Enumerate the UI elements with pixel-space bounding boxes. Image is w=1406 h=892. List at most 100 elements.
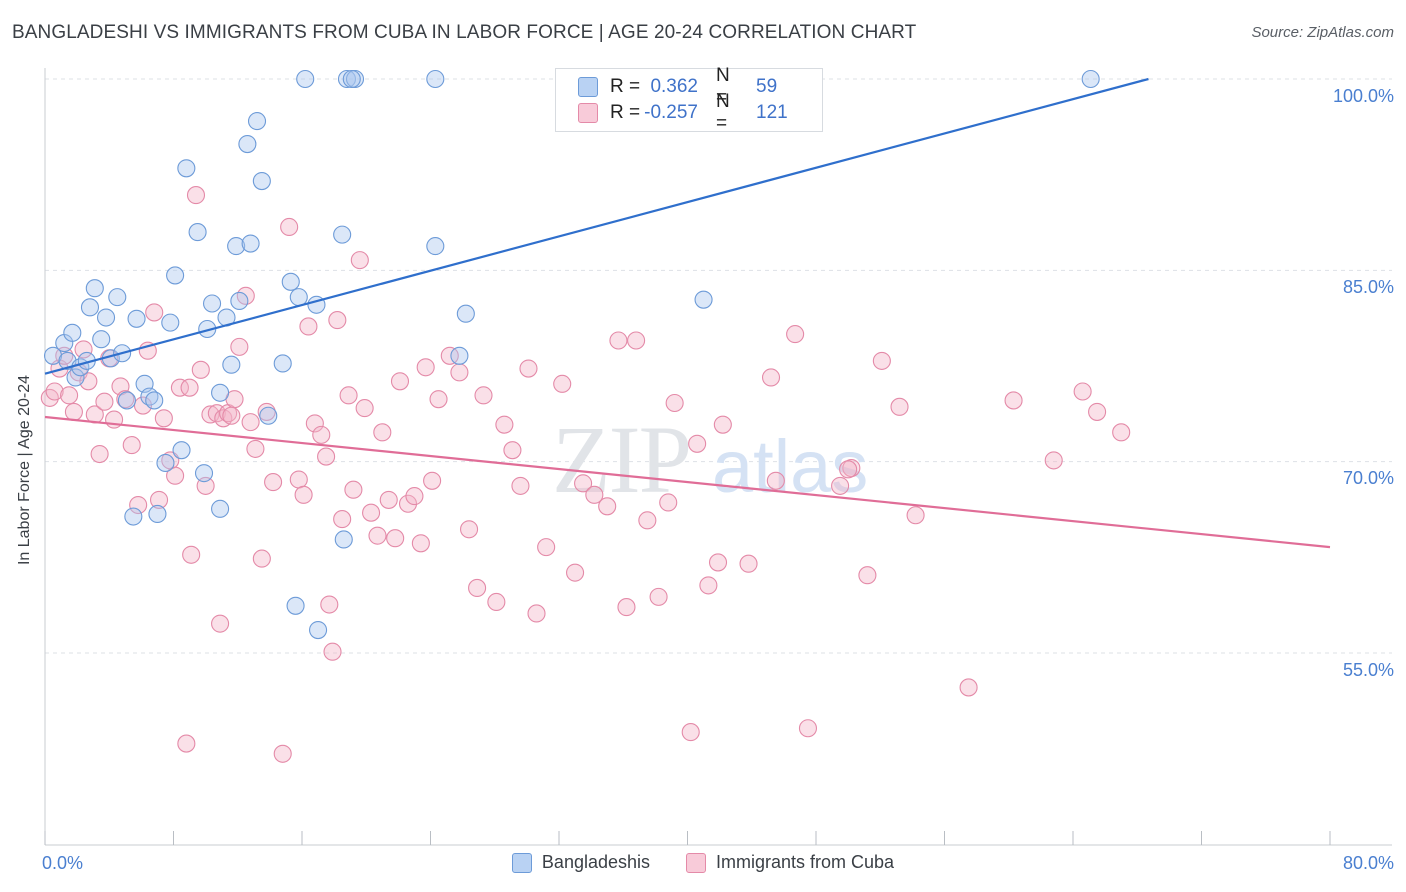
point-bangladeshis	[108, 288, 127, 307]
point-cuba	[60, 386, 79, 405]
point-cuba	[222, 406, 241, 425]
legend-row-cuba: R = -0.257 N = 121	[578, 91, 788, 134]
point-cuba	[211, 614, 230, 633]
point-cuba	[280, 217, 299, 237]
point-cuba	[503, 441, 522, 460]
point-cuba	[511, 476, 530, 495]
point-bangladeshis	[694, 290, 713, 309]
point-cuba	[708, 553, 728, 572]
point-bangladeshis	[296, 69, 315, 89]
point-cuba	[411, 534, 430, 553]
point-cuba	[317, 447, 336, 466]
point-bangladeshis	[203, 294, 222, 313]
point-cuba	[831, 476, 850, 495]
y-tick-100: 100.0%	[1332, 86, 1394, 106]
stats-legend: R = 0.362 N = 59 R = -0.257 N = 121	[555, 65, 823, 134]
point-cuba	[252, 549, 271, 568]
point-cuba	[273, 744, 292, 763]
point-cuba	[241, 413, 260, 432]
point-bangladeshis	[80, 298, 100, 317]
point-bangladeshis	[161, 313, 180, 332]
point-bangladeshis	[342, 69, 361, 89]
legend-r-value-blue: 0.362	[650, 76, 698, 97]
point-cuba	[1112, 423, 1131, 442]
series-legend: Bangladeshis Immigrants from Cuba	[0, 852, 1406, 873]
point-cuba	[487, 592, 506, 612]
point-cuba	[959, 678, 978, 697]
legend-item-bangladeshis: Bangladeshis	[511, 852, 650, 873]
point-cuba	[368, 526, 387, 545]
point-bangladeshis	[127, 309, 146, 328]
point-cuba	[574, 474, 593, 493]
point-bangladeshis	[63, 323, 82, 342]
point-cuba	[495, 415, 514, 434]
point-bangladeshis	[177, 159, 196, 178]
point-cuba	[264, 473, 283, 492]
point-bangladeshis	[450, 346, 469, 365]
point-cuba	[598, 497, 617, 516]
trend-line-bangladeshis	[44, 77, 1149, 375]
point-bangladeshis	[259, 406, 278, 425]
source-credit: Source: ZipAtlas.com	[1251, 24, 1394, 41]
point-bangladeshis	[238, 135, 257, 154]
point-cuba	[566, 563, 585, 582]
point-cuba	[537, 538, 556, 557]
point-cuba	[379, 490, 398, 509]
point-cuba	[468, 578, 487, 597]
point-cuba	[398, 494, 418, 513]
trend-line-cuba	[44, 415, 1331, 549]
point-cuba	[839, 460, 858, 479]
point-cuba	[872, 351, 891, 370]
point-cuba	[320, 595, 339, 614]
point-bangladeshis	[124, 507, 143, 526]
legend-n-value-blue: 59	[756, 76, 778, 97]
point-bangladeshis	[426, 237, 445, 256]
point-cuba	[95, 392, 114, 411]
point-bangladeshis	[66, 368, 85, 387]
point-cuba	[166, 466, 185, 485]
point-cuba	[373, 423, 392, 442]
point-cuba	[312, 425, 331, 444]
series-bangladeshis-points	[43, 69, 1100, 640]
point-bangladeshis	[241, 234, 260, 253]
point-cuba	[638, 511, 657, 530]
point-cuba	[333, 510, 352, 529]
point-cuba	[665, 393, 684, 413]
point-bangladeshis	[286, 596, 305, 615]
point-cuba	[1088, 402, 1107, 421]
point-bangladeshis	[43, 346, 63, 365]
point-cuba	[429, 390, 448, 409]
point-cuba	[609, 331, 628, 350]
point-bangladeshis	[309, 620, 328, 640]
point-cuba	[761, 368, 781, 387]
point-cuba	[133, 396, 153, 415]
point-cuba	[230, 337, 249, 356]
point-bangladeshis	[222, 355, 241, 374]
point-bangladeshis	[156, 453, 175, 472]
point-bangladeshis	[211, 383, 230, 402]
point-bangladeshis	[333, 225, 352, 244]
legend-n-label: N =	[716, 91, 730, 134]
point-cuba	[627, 331, 646, 350]
point-cuba	[74, 340, 93, 359]
point-cuba	[649, 587, 668, 606]
point-bangladeshis	[211, 499, 230, 518]
point-bangladeshis	[273, 354, 292, 373]
trend-lines	[44, 77, 1331, 549]
legend-swatch-blue	[511, 852, 532, 873]
y-tick-85: 85.0%	[1342, 277, 1394, 297]
point-cuba	[90, 444, 109, 464]
point-cuba	[45, 382, 64, 401]
y-axis-label: In Labor Force | Age 20-24	[16, 374, 33, 566]
point-bangladeshis	[172, 441, 191, 460]
point-cuba	[64, 402, 83, 421]
point-cuba	[350, 251, 369, 270]
point-bangladeshis	[230, 291, 249, 310]
point-cuba	[129, 495, 148, 515]
point-cuba	[299, 317, 318, 336]
point-cuba	[149, 490, 169, 509]
point-cuba	[739, 554, 758, 573]
point-bangladeshis	[92, 330, 111, 349]
point-cuba	[527, 604, 546, 623]
point-cuba	[786, 325, 805, 344]
